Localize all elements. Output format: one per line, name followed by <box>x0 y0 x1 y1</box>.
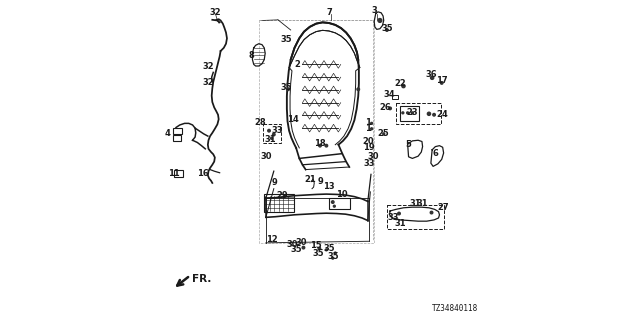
Text: 35: 35 <box>328 252 339 261</box>
Bar <box>400 106 419 121</box>
Text: 30: 30 <box>286 240 298 249</box>
Circle shape <box>378 19 382 22</box>
Text: 20: 20 <box>362 137 374 146</box>
Text: 11: 11 <box>168 169 179 178</box>
Text: 35: 35 <box>281 83 292 92</box>
Bar <box>396 103 441 124</box>
Circle shape <box>268 129 270 132</box>
Circle shape <box>402 84 405 88</box>
Circle shape <box>325 249 327 251</box>
Text: 24: 24 <box>436 110 448 119</box>
Circle shape <box>440 82 443 84</box>
Bar <box>392 95 397 99</box>
Text: 35: 35 <box>324 244 335 253</box>
Circle shape <box>389 107 392 110</box>
Text: 26: 26 <box>379 103 391 112</box>
Text: 28: 28 <box>254 118 266 127</box>
Text: 35: 35 <box>291 245 302 254</box>
Text: 21: 21 <box>304 175 316 184</box>
Circle shape <box>433 114 435 116</box>
Text: 6: 6 <box>433 149 438 158</box>
Bar <box>173 135 181 141</box>
Circle shape <box>383 133 385 135</box>
Text: 32: 32 <box>202 62 214 71</box>
Text: 7: 7 <box>326 8 332 17</box>
Text: 35: 35 <box>312 249 324 258</box>
Text: 17: 17 <box>436 76 447 85</box>
Circle shape <box>402 112 404 114</box>
Bar <box>387 204 444 228</box>
Text: 23: 23 <box>406 108 417 117</box>
Text: 33: 33 <box>271 126 283 135</box>
Circle shape <box>332 257 333 259</box>
Text: 30: 30 <box>260 152 272 161</box>
Circle shape <box>371 128 372 130</box>
Text: 34: 34 <box>383 90 396 99</box>
Text: 35: 35 <box>381 24 394 33</box>
Text: 22: 22 <box>394 79 406 88</box>
Text: 31: 31 <box>265 135 276 144</box>
Circle shape <box>412 112 413 114</box>
Text: 31: 31 <box>409 198 420 207</box>
Text: 30: 30 <box>368 152 380 161</box>
Circle shape <box>334 252 336 254</box>
Text: 30: 30 <box>296 238 307 247</box>
Text: 36: 36 <box>426 70 437 79</box>
Text: 3: 3 <box>372 6 378 15</box>
Bar <box>259 20 374 243</box>
Circle shape <box>332 201 334 203</box>
Text: 33: 33 <box>388 213 399 222</box>
Text: 10: 10 <box>337 190 348 199</box>
Circle shape <box>273 133 275 136</box>
Circle shape <box>431 76 434 79</box>
Text: 19: 19 <box>363 143 374 152</box>
Text: 31: 31 <box>416 198 428 207</box>
Text: 33: 33 <box>364 159 375 168</box>
Text: 14: 14 <box>287 115 299 124</box>
Circle shape <box>430 211 433 214</box>
Circle shape <box>319 144 321 147</box>
Text: FR.: FR. <box>192 274 211 284</box>
Bar <box>263 124 281 143</box>
Circle shape <box>333 205 335 207</box>
Circle shape <box>302 246 305 249</box>
Circle shape <box>386 29 388 31</box>
Text: 8: 8 <box>248 51 254 60</box>
Text: 25: 25 <box>377 129 389 138</box>
Circle shape <box>271 137 273 139</box>
Text: 35: 35 <box>281 35 292 44</box>
Text: 32: 32 <box>210 8 221 17</box>
Circle shape <box>318 247 321 250</box>
Circle shape <box>325 144 328 147</box>
Circle shape <box>371 123 372 124</box>
Text: 2: 2 <box>294 60 300 69</box>
Text: 12: 12 <box>266 235 278 244</box>
Text: 29: 29 <box>276 191 287 200</box>
Bar <box>173 127 182 134</box>
Bar <box>329 197 349 209</box>
Text: 1: 1 <box>365 118 371 127</box>
Text: 13: 13 <box>323 182 335 191</box>
Bar <box>174 170 183 177</box>
Text: 31: 31 <box>394 219 406 228</box>
Circle shape <box>287 88 289 91</box>
Text: 16: 16 <box>197 169 209 178</box>
Text: 5: 5 <box>406 140 412 148</box>
Circle shape <box>357 88 360 91</box>
Text: 9: 9 <box>318 177 323 186</box>
Circle shape <box>406 112 408 114</box>
Text: 18: 18 <box>314 139 325 148</box>
Circle shape <box>397 212 400 215</box>
Text: 15: 15 <box>310 241 322 250</box>
Text: 9: 9 <box>272 179 278 188</box>
Bar <box>264 195 294 212</box>
Text: 1: 1 <box>365 124 371 132</box>
Text: 27: 27 <box>438 203 449 212</box>
Text: 32: 32 <box>202 78 214 87</box>
Text: TZ34840118: TZ34840118 <box>431 304 477 313</box>
Circle shape <box>428 112 431 116</box>
Text: 4: 4 <box>164 129 171 138</box>
